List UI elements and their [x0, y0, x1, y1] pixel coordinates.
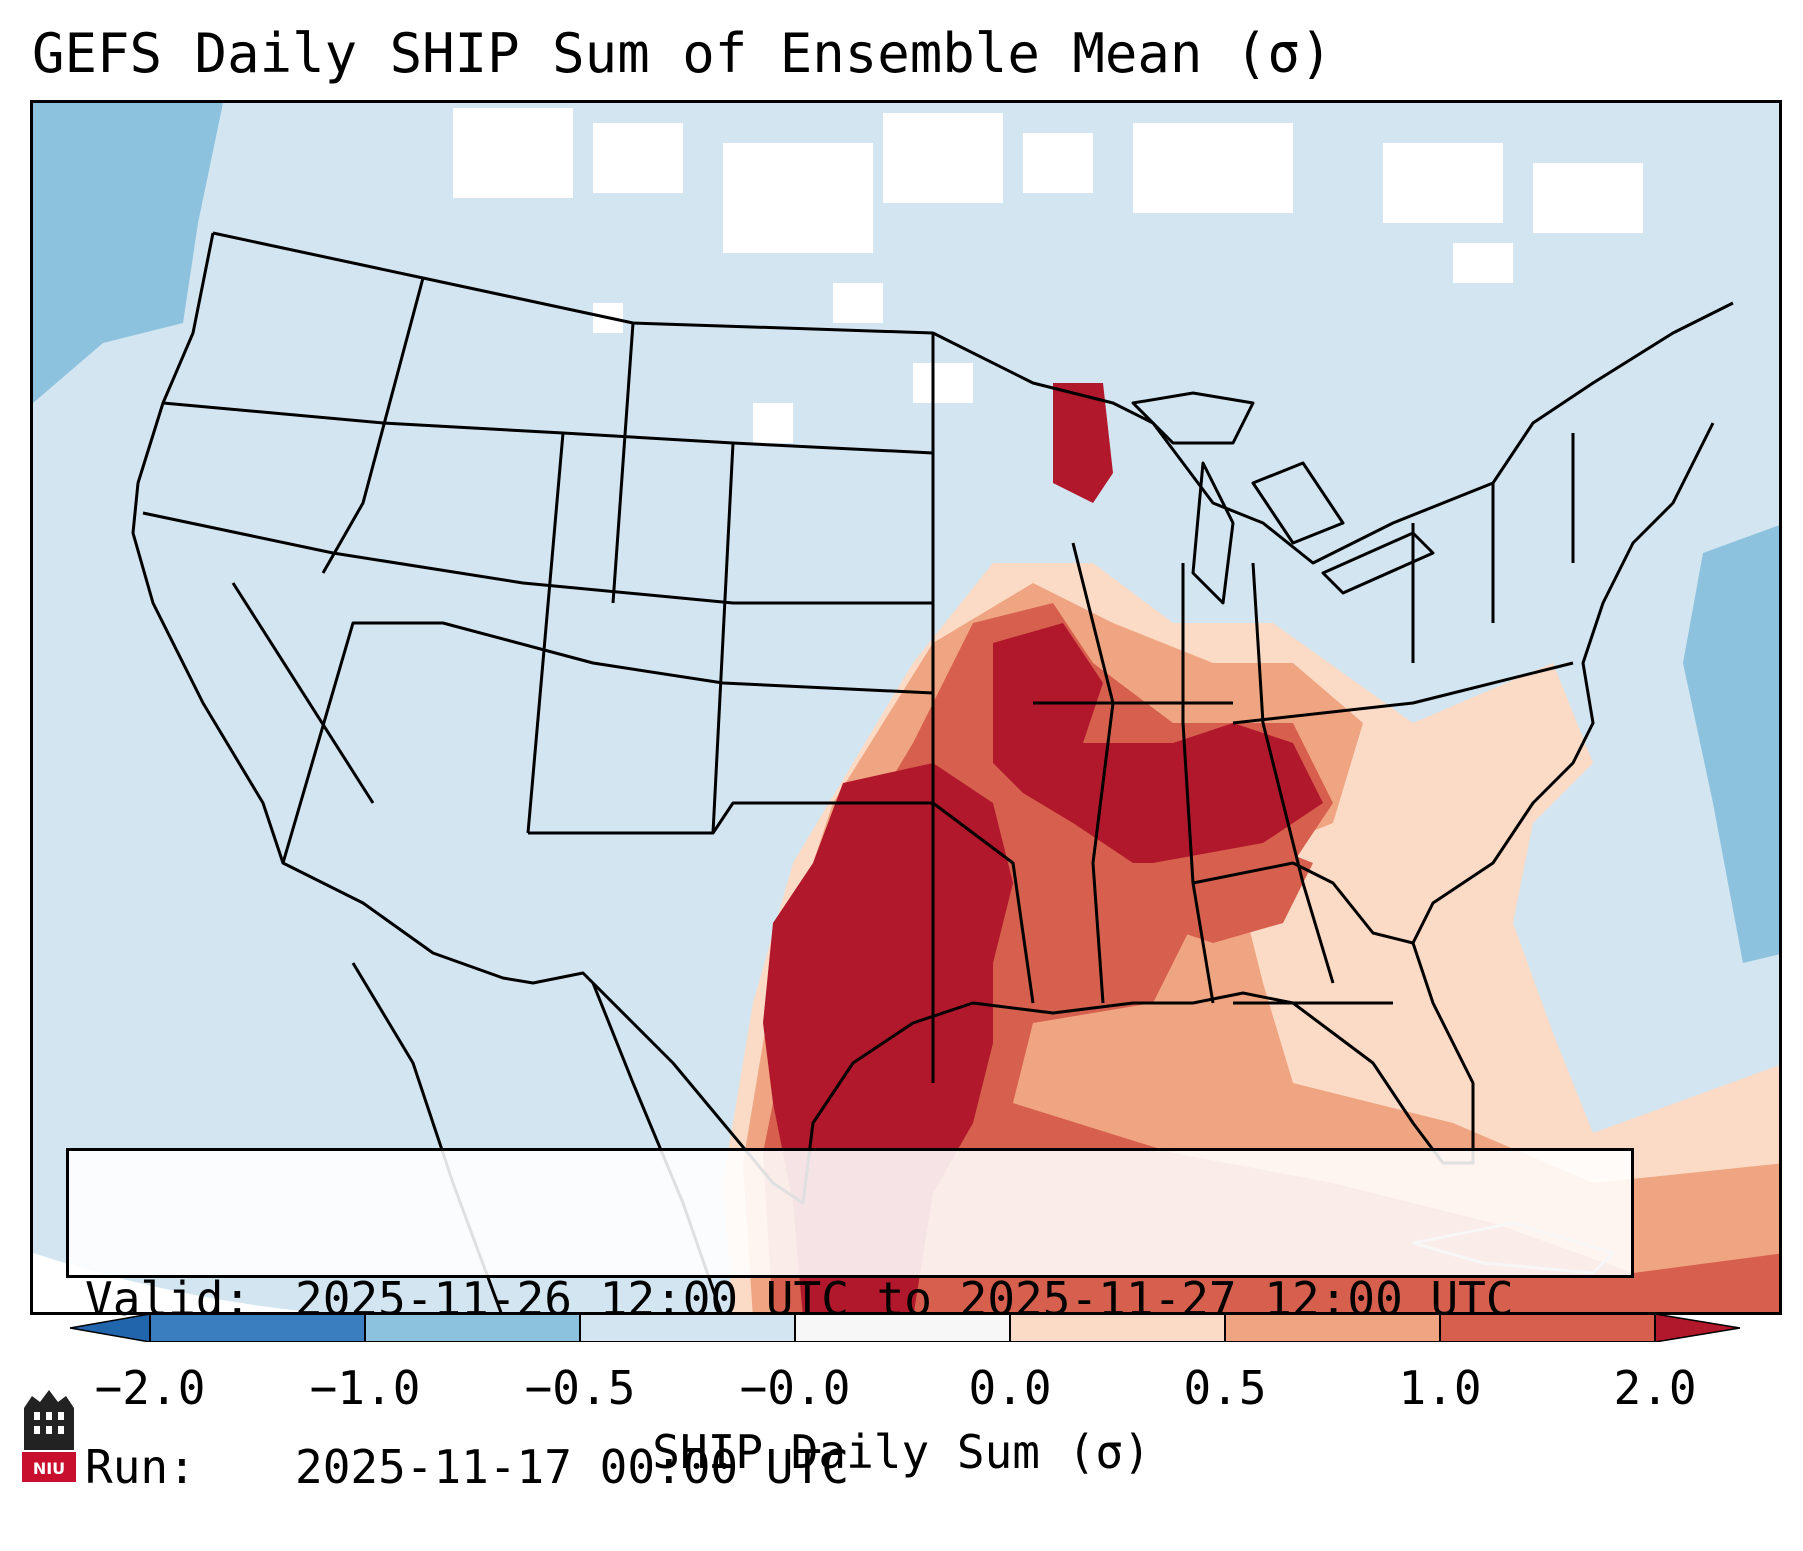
logo-badge [22, 1452, 76, 1482]
pacific-negative-area [33, 103, 223, 403]
tick-label: −2.0 [94, 1361, 206, 1415]
map-panel [30, 100, 1782, 1315]
colorbar-segment [1440, 1314, 1655, 1342]
run-value: 2025-11-17 00:00 UTC [295, 1440, 849, 1494]
chart-title: GEFS Daily SHIP Sum of Ensemble Mean (σ) [32, 22, 1333, 85]
max-positive-core-north [993, 623, 1323, 863]
colorbar-segment [1225, 1314, 1440, 1342]
tick-label: 0.0 [968, 1361, 1052, 1415]
atlantic-negative-area [1683, 525, 1779, 963]
colorbar-label: SHIP Daily Sum (σ) [652, 1425, 1151, 1479]
niu-logo: NIU [22, 1390, 76, 1482]
logo-text: NIU [33, 1459, 65, 1478]
tick-label: 0.5 [1183, 1361, 1267, 1415]
colorbar-extend-high [1654, 1314, 1740, 1342]
colorbar-segment [580, 1314, 795, 1342]
neutral-patches [453, 108, 1643, 443]
map-canvas [33, 103, 1779, 1312]
tick-label: −0.0 [739, 1361, 851, 1415]
colorbar [70, 1314, 1740, 1342]
colorbar-tick-marks [149, 1314, 1656, 1342]
colorbar-segment [150, 1314, 365, 1342]
tick-label: −0.5 [524, 1361, 636, 1415]
map-edge-curve [33, 1253, 312, 1312]
tick-label: −1.0 [309, 1361, 421, 1415]
logo-windows [34, 1412, 64, 1434]
tick-label: 1.0 [1398, 1361, 1482, 1415]
colorbar-segment [795, 1314, 1010, 1342]
info-box: Valid: 2025-11-26 12:00 UTC to 2025-11-2… [66, 1148, 1634, 1494]
colorbar-extend-low [70, 1314, 151, 1342]
tick-label: 2.0 [1613, 1361, 1697, 1415]
colorbar-segment [1010, 1314, 1225, 1342]
colorbar-segment [365, 1314, 580, 1342]
run-row: Run: 2025-11-17 00:00 UTC [85, 1439, 1615, 1495]
run-key: Run: [85, 1440, 196, 1494]
max-positive-core-wisconsin [1053, 383, 1113, 503]
